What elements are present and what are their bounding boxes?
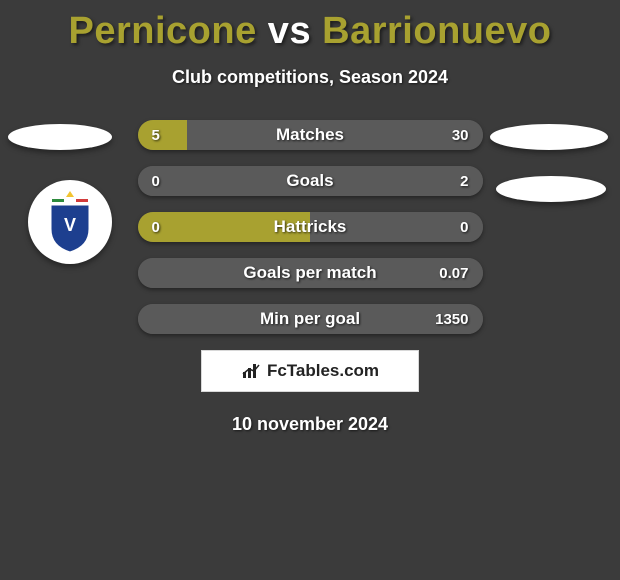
crest-flag-left — [52, 199, 64, 202]
stat-bar: Goals per match0.07 — [138, 258, 483, 288]
player-right-name: Barrionuevo — [322, 10, 551, 52]
ellipse-top-right — [490, 124, 608, 150]
bar-label: Min per goal — [138, 304, 483, 334]
ellipse-top-left — [8, 124, 112, 150]
crest-monogram: V — [64, 215, 76, 235]
bar-value-right: 0 — [460, 212, 468, 242]
logo-text: FcTables.com — [267, 361, 379, 381]
subtitle: Club competitions, Season 2024 — [0, 67, 620, 88]
vs-text: vs — [257, 10, 322, 52]
bar-label: Matches — [138, 120, 483, 150]
stat-bar: Min per goal1350 — [138, 304, 483, 334]
club-crest-icon: V — [40, 189, 100, 255]
stat-bar: 5Matches30 — [138, 120, 483, 150]
bar-value-right: 1350 — [435, 304, 468, 334]
crest-flag-mid — [64, 199, 76, 202]
bar-value-right: 0.07 — [439, 258, 468, 288]
chart-icon — [241, 362, 261, 380]
crest-flag-right — [76, 199, 88, 202]
bar-value-right: 2 — [460, 166, 468, 196]
ellipse-mid-right — [496, 176, 606, 202]
stat-bar: 0Hattricks0 — [138, 212, 483, 242]
date-text: 10 november 2024 — [0, 414, 620, 435]
bar-label: Goals — [138, 166, 483, 196]
comparison-bars: 5Matches300Goals20Hattricks0Goals per ma… — [138, 120, 483, 334]
bar-value-right: 30 — [452, 120, 469, 150]
stat-bar: 0Goals2 — [138, 166, 483, 196]
club-crest: V — [28, 180, 112, 264]
crest-star-icon — [66, 191, 74, 197]
player-left-name: Pernicone — [69, 10, 257, 52]
bar-label: Goals per match — [138, 258, 483, 288]
bar-label: Hattricks — [138, 212, 483, 242]
fctables-logo: FcTables.com — [201, 350, 419, 392]
page-title: Pernicone vs Barrionuevo — [0, 0, 620, 53]
